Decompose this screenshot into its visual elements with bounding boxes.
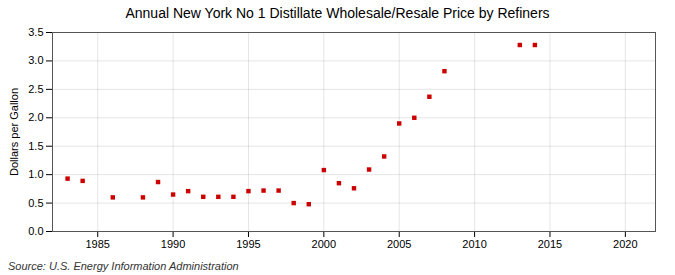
- svg-text:Dollars per Gallon: Dollars per Gallon: [8, 88, 20, 176]
- svg-text:1.5: 1.5: [28, 140, 43, 152]
- svg-text:2015: 2015: [538, 238, 562, 250]
- svg-text:1.0: 1.0: [28, 168, 43, 180]
- html-text:Source: U.S. Energy Informatio: Source: U.S. Energy Information Administ…: [8, 260, 239, 272]
- svg-text:2000: 2000: [312, 238, 336, 250]
- html-text:Annual New York No 1 Distillat: Annual New York No 1 Distillate Wholesal…: [125, 5, 550, 21]
- svg-text:1985: 1985: [85, 238, 109, 250]
- svg-text:2005: 2005: [387, 238, 411, 250]
- svg-text:2.5: 2.5: [28, 83, 43, 95]
- svg-text:2020: 2020: [613, 238, 637, 250]
- svg-text:2010: 2010: [462, 238, 486, 250]
- svg-text:1995: 1995: [236, 238, 260, 250]
- svg-text:1990: 1990: [161, 238, 185, 250]
- svg-text:3.0: 3.0: [28, 54, 43, 66]
- svg-text:3.5: 3.5: [28, 26, 43, 38]
- svg-text:0.5: 0.5: [28, 197, 43, 209]
- svg-text:0.0: 0.0: [28, 225, 43, 237]
- svg-text:2.0: 2.0: [28, 111, 43, 123]
